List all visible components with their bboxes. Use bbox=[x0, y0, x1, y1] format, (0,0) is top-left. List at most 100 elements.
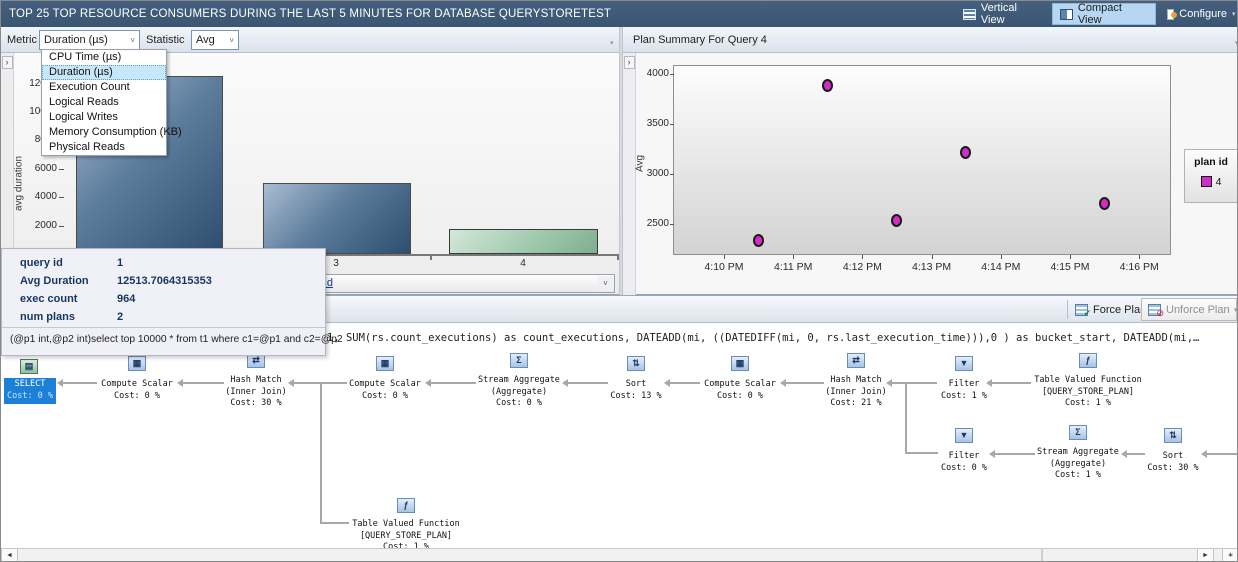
x-category-label: 3 bbox=[333, 258, 339, 269]
legend-entry-label: 4 bbox=[1215, 176, 1222, 188]
scroll-right-icon[interactable]: ► bbox=[1197, 548, 1214, 561]
filter-icon: ▼ bbox=[955, 428, 973, 443]
plan-node[interactable]: Sort Cost: 30 % bbox=[1147, 451, 1199, 473]
collapse-arrow-icon[interactable]: › bbox=[623, 56, 635, 69]
plan-edge bbox=[991, 382, 1031, 384]
scroll-left-icon[interactable]: ◄ bbox=[1, 548, 18, 561]
plan-node[interactable]: Compute Scalar Cost: 0 % bbox=[101, 379, 173, 401]
compact-view-button[interactable]: Compact View bbox=[1052, 2, 1156, 26]
query-tooltip: (@p1 int,@p2 int)select top 10000 * from… bbox=[1, 248, 343, 356]
scatter-point[interactable] bbox=[1098, 197, 1110, 210]
plan-edge bbox=[62, 382, 97, 384]
plan-node[interactable]: Stream Aggregate (Aggregate) Cost: 1 % bbox=[1037, 447, 1119, 480]
plan-edge bbox=[994, 453, 1035, 455]
plan-edge-arrowhead bbox=[664, 379, 670, 387]
scatter-y-tick-mark bbox=[670, 224, 674, 225]
plan-node[interactable]: Compute Scalar Cost: 0 % bbox=[349, 379, 421, 401]
tooltip-row-value: 12513.7064315353 bbox=[117, 275, 212, 287]
menu-item-logical-writes[interactable]: Logical Writes bbox=[49, 111, 118, 123]
scatter-plot: 2500 3000 3500 4000 4:10 PM 4:11 PM 4:12 PM 4:1… bbox=[1, 1, 1237, 295]
vertical-view-button[interactable]: Vertical View bbox=[956, 2, 1050, 26]
plan-edge-arrowhead bbox=[562, 379, 568, 387]
scatter-point[interactable] bbox=[821, 79, 833, 92]
plan-node[interactable]: Sort Cost: 13 % bbox=[610, 379, 662, 401]
y-tick-label: 2000 bbox=[34, 219, 57, 231]
tooltip-row-label: Avg Duration bbox=[20, 275, 89, 287]
scatter-point[interactable] bbox=[960, 146, 972, 159]
menu-item-execution-count[interactable]: Execution Count bbox=[49, 81, 130, 93]
menu-item-cpu-time-s[interactable]: CPU Time (µs) bbox=[49, 51, 122, 63]
statistic-dropdown[interactable]: Avg ˅ bbox=[191, 30, 239, 50]
chevron-down-icon: ˅ bbox=[229, 35, 234, 45]
scrollbar-divider bbox=[1041, 549, 1043, 561]
filter-icon: ▼ bbox=[955, 356, 973, 371]
tvf-icon: ƒ bbox=[1079, 353, 1097, 368]
scatter-y-tick-label: 2500 bbox=[646, 218, 669, 229]
plan-edge-elbow bbox=[905, 384, 907, 454]
panel-splitter[interactable] bbox=[619, 27, 623, 295]
window-title: TOP 25 TOP RESOURCE CONSUMERS DURING THE… bbox=[9, 8, 612, 20]
plan-node[interactable]: Table Valued Function [QUERY_STORE_PLAN]… bbox=[1034, 375, 1142, 408]
sort-icon: ⇅ bbox=[1164, 428, 1182, 443]
scatter-point[interactable] bbox=[891, 214, 902, 227]
x-axis-line bbox=[56, 254, 617, 256]
left-toolbar-overflow-icon[interactable]: ▾ bbox=[610, 40, 614, 47]
scatter-x-tick-label: 4:10 PM bbox=[704, 261, 744, 273]
x-category-label: 4 bbox=[520, 258, 526, 269]
collapse-arrow-icon[interactable]: › bbox=[1, 56, 13, 69]
titlebar-overflow-icon[interactable]: ▾ bbox=[1232, 11, 1236, 18]
scatter-x-tick-label: 4:15 PM bbox=[1050, 261, 1090, 273]
plan-node[interactable]: Filter Cost: 0 % bbox=[940, 451, 988, 473]
compute-scalar-icon: ▦ bbox=[376, 356, 394, 371]
chevron-down-icon: ˅ bbox=[130, 35, 135, 45]
scatter-y-tick-label: 3000 bbox=[646, 168, 669, 179]
tooltip-row-label: num plans bbox=[20, 311, 76, 323]
bar-plot: 20004000600080001000012000134 bbox=[1, 1, 619, 295]
x-tick-mark bbox=[430, 254, 432, 260]
bar-query-3[interactable] bbox=[263, 183, 411, 254]
hash-match-icon: ⇄ bbox=[847, 353, 865, 368]
compute-scalar-icon: ▦ bbox=[731, 356, 749, 371]
configure-button[interactable]: Configure bbox=[1160, 4, 1234, 24]
scatter-x-tick-label: 4:13 PM bbox=[912, 261, 952, 273]
pane-split-handle[interactable]: ∗ bbox=[1222, 548, 1237, 561]
bar-query-4[interactable] bbox=[449, 229, 598, 254]
menu-item-physical-reads[interactable]: Physical Reads bbox=[49, 141, 125, 153]
scatter-x-tick-mark bbox=[1139, 255, 1141, 259]
plan-edge-arrowhead bbox=[989, 450, 995, 458]
plan-edge-arrowhead bbox=[177, 379, 183, 387]
y-tick-mark bbox=[59, 197, 64, 199]
plan-node[interactable]: Table Valued Function [QUERY_STORE_PLAN]… bbox=[352, 519, 460, 552]
plan-edge bbox=[567, 382, 608, 384]
tooltip-row-label: query id bbox=[20, 257, 63, 269]
metric-dropdown[interactable]: Duration (µs) ˅ bbox=[39, 30, 140, 50]
plan-node[interactable]: Hash Match (Inner Join) Cost: 30 % bbox=[225, 375, 287, 408]
plan-node[interactable]: Compute Scalar Cost: 0 % bbox=[704, 379, 776, 401]
tooltip-query-text: (@p1 int,@p2 int)select top 10000 * from… bbox=[10, 334, 343, 345]
unforce-plan-button[interactable]: Unforce Plan bbox=[1141, 298, 1237, 321]
plan-node-select[interactable]: SELECT Cost: 0 % bbox=[4, 378, 56, 404]
horizontal-scrollbar[interactable]: ◄ ► ∗ bbox=[1, 548, 1237, 561]
plan-query-text: 1, SUM(rs.count_executions) as count_exe… bbox=[327, 332, 1200, 344]
plan-node[interactable]: Filter Cost: 1 % bbox=[940, 379, 988, 401]
scatter-point[interactable] bbox=[752, 234, 764, 247]
plan-node[interactable]: Hash Match (Inner Join) Cost: 21 % bbox=[825, 375, 887, 408]
tvf-icon: ƒ bbox=[397, 498, 415, 513]
scatter-y-tick-label: 4000 bbox=[646, 68, 669, 79]
scatter-x-tick-label: 4:16 PM bbox=[1119, 261, 1159, 273]
menu-item-logical-reads[interactable]: Logical Reads bbox=[49, 96, 119, 108]
legend-title: plan id bbox=[1194, 156, 1228, 168]
plan-edge-arrowhead bbox=[1201, 450, 1207, 458]
plan-node[interactable]: Stream Aggregate (Aggregate) Cost: 0 % bbox=[478, 375, 560, 408]
menu-item-duration-s[interactable]: Duration (µs) bbox=[42, 65, 166, 80]
metric-label: Metric bbox=[7, 34, 37, 46]
menu-item-memory-consumption-kb[interactable]: Memory Consumption (KB) bbox=[49, 126, 182, 138]
right-toolbar-overflow-icon[interactable]: ▾ bbox=[1235, 39, 1237, 47]
chevron-down-icon[interactable]: ˅ bbox=[598, 276, 613, 291]
compact-view-icon bbox=[1060, 8, 1073, 20]
scatter-x-tick-label: 4:14 PM bbox=[981, 261, 1021, 273]
plan-edge bbox=[182, 382, 224, 384]
force-plan-button[interactable]: Force Plan bbox=[1075, 301, 1146, 319]
execution-plan-canvas: ▤ SELECT Cost: 0 % ▦ Compute Scalar Cost: 0 … bbox=[1, 1, 1237, 552]
band-overflow-icon[interactable]: ▾ bbox=[1234, 307, 1238, 314]
